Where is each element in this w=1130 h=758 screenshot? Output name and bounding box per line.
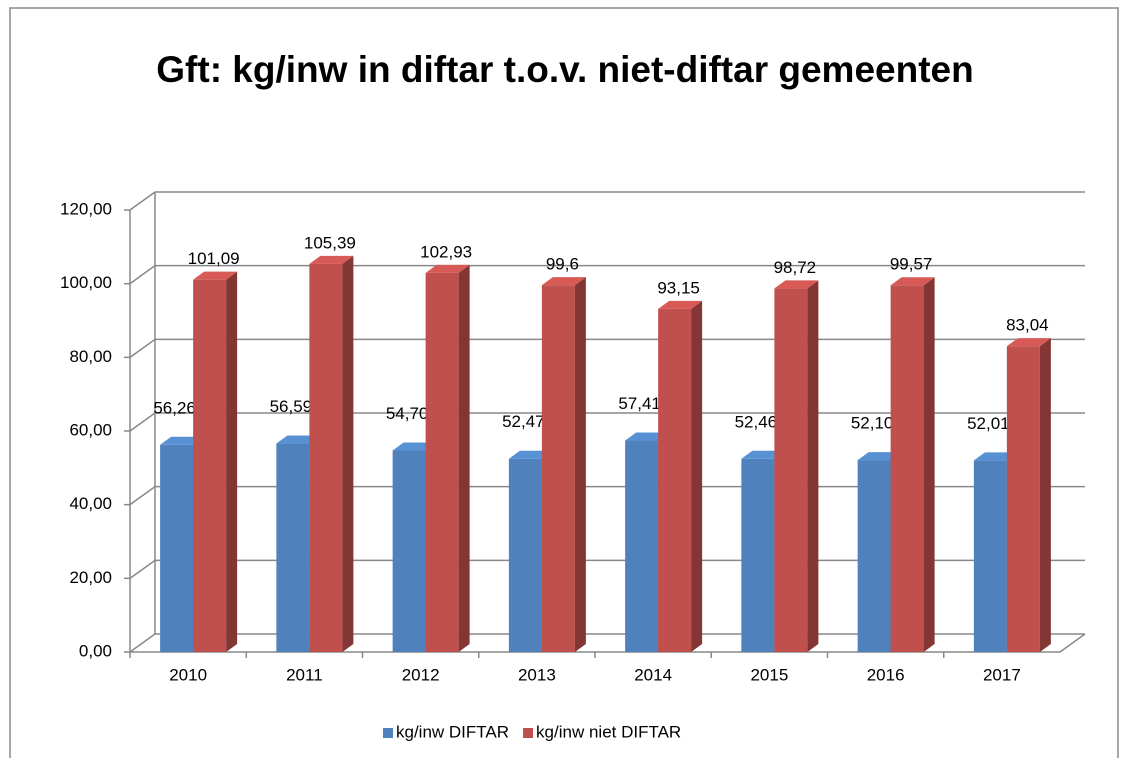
chart-frame [9, 7, 1119, 758]
chart-title: Gft: kg/inw in diftar t.o.v. niet-diftar… [156, 49, 974, 90]
bar-side [574, 277, 586, 652]
x-tick-label: 2012 [402, 665, 440, 684]
bar-front [425, 272, 459, 652]
bar-front [658, 308, 692, 652]
legend-label: kg/inw DIFTAR [396, 722, 509, 741]
data-label: 99,6 [546, 255, 579, 274]
data-label: 101,09 [188, 249, 240, 268]
bar-front [890, 285, 924, 652]
bar-top [658, 300, 703, 309]
data-label: 56,59 [270, 397, 313, 416]
legend-swatch [383, 728, 393, 738]
bar-top [890, 277, 935, 286]
floor-edge [130, 633, 1086, 653]
bar-front [392, 450, 426, 652]
bar-front [1006, 346, 1040, 652]
data-label: 83,04 [1006, 316, 1049, 335]
bar-top [425, 264, 470, 273]
x-tick-label: 2011 [286, 665, 323, 684]
bar-front [973, 460, 1007, 652]
bar-top [774, 280, 819, 289]
y-tick-label: 80,00 [69, 347, 112, 366]
grid-line [129, 264, 1085, 285]
data-label: 57,41 [618, 394, 661, 413]
bar-top [193, 271, 238, 280]
grid-line [129, 633, 1085, 653]
bar-side [458, 264, 470, 652]
bar-side [807, 280, 819, 652]
data-label: 56,26 [153, 398, 196, 417]
x-tick-label: 2014 [634, 665, 672, 684]
bar-front [625, 440, 659, 652]
y-tick-label: 60,00 [69, 420, 112, 439]
bar-side [342, 255, 354, 652]
y-tick-label: 120,00 [60, 199, 112, 218]
bar-top [1006, 338, 1051, 347]
bar-front [857, 460, 891, 652]
bar-front [160, 444, 194, 652]
data-label: 99,57 [890, 255, 933, 274]
legend-swatch [523, 728, 534, 738]
bar-front [309, 263, 343, 652]
data-label: 102,93 [420, 242, 472, 261]
bar-side [1039, 338, 1051, 652]
grid-line [129, 191, 1085, 211]
data-label: 52,10 [851, 414, 894, 433]
x-tick-label: 2013 [518, 665, 556, 684]
y-tick-label: 20,00 [69, 568, 112, 587]
x-tick-label: 2015 [750, 665, 788, 684]
bar-front [508, 458, 542, 652]
bar-side [691, 300, 703, 652]
bar-front [276, 443, 310, 652]
bar-front [741, 458, 775, 652]
y-tick-label: 100,00 [60, 273, 112, 292]
legend-label: kg/inw niet DIFTAR [536, 722, 681, 741]
data-label: 98,72 [774, 258, 817, 277]
x-tick-label: 2016 [867, 665, 905, 684]
y-tick-label: 40,00 [69, 494, 112, 513]
x-tick-label: 2017 [983, 665, 1021, 684]
x-tick-label: 2010 [169, 665, 207, 684]
bar-side [923, 277, 935, 652]
bar-front [774, 288, 808, 652]
bar-top [541, 277, 586, 286]
data-label: 54,70 [386, 404, 429, 423]
data-label: 52,47 [502, 412, 545, 431]
grid-line [129, 338, 1085, 358]
y-tick-label: 0,00 [79, 641, 112, 660]
bar-top [309, 255, 354, 264]
bar-front [541, 285, 575, 652]
data-label: 52,46 [735, 412, 778, 431]
grid-line [129, 485, 1085, 506]
bar-front [193, 279, 227, 652]
data-label: 105,39 [304, 233, 356, 252]
grid-line [129, 559, 1085, 579]
bar-side [226, 271, 238, 652]
data-label: 93,15 [657, 278, 700, 297]
data-label: 52,01 [967, 414, 1010, 433]
